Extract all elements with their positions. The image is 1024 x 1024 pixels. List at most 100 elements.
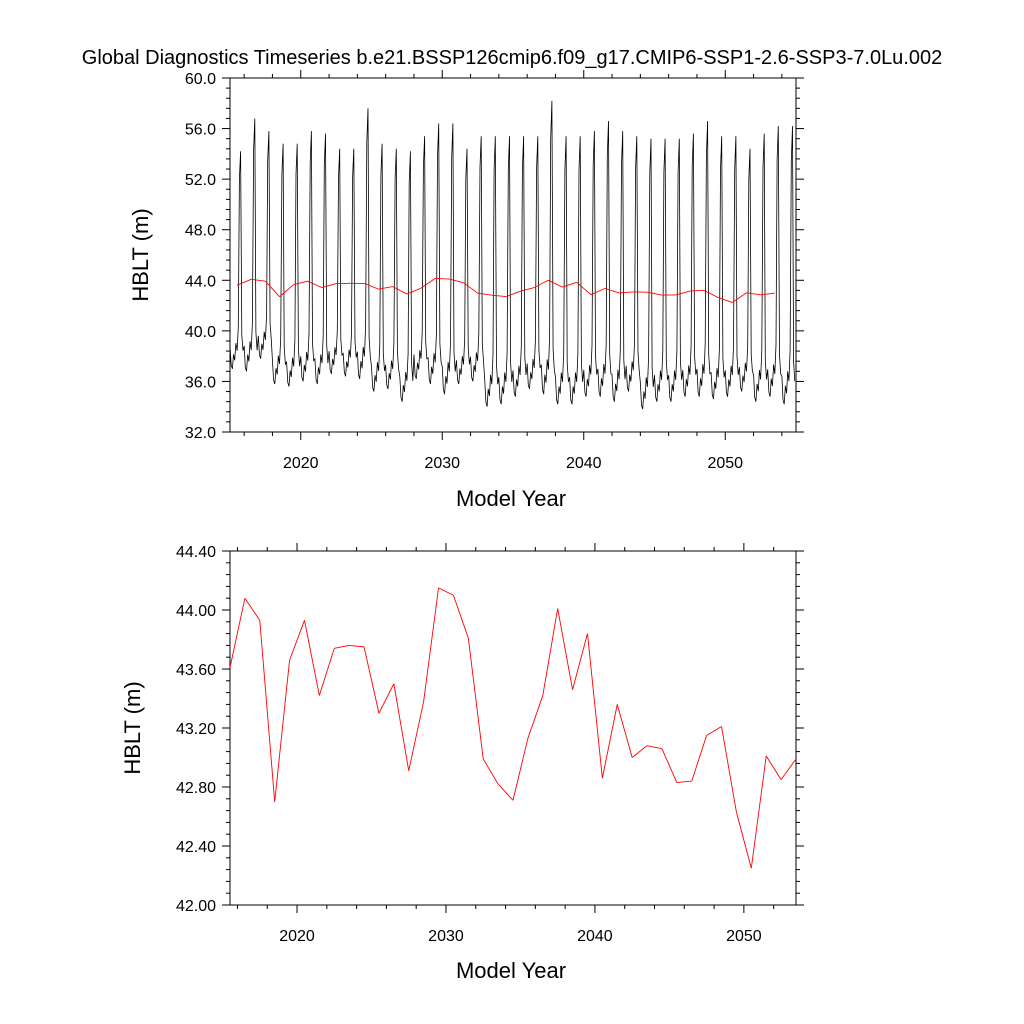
annual-line-segment — [780, 758, 797, 780]
annual-line-segment — [420, 278, 436, 289]
annual-line-segment — [576, 281, 592, 296]
annual-line-segment — [435, 277, 450, 280]
x-tick-label: 2020 — [283, 455, 319, 472]
annual-line-segment — [392, 286, 408, 295]
figure-title: Global Diagnostics Timeseries b.e21.BSSP… — [82, 47, 942, 69]
annual-line-segment — [334, 644, 350, 649]
annual-line-segment — [289, 620, 305, 661]
annual-line-segment — [746, 292, 761, 296]
y-tick-label: 32.0 — [185, 425, 216, 442]
bottom-y-axis-label: HBLT (m) — [120, 681, 145, 774]
y-tick-label: 40.0 — [185, 324, 216, 341]
annual-line-segment — [274, 660, 291, 802]
bottom-x-axis-label: Model Year — [456, 958, 566, 983]
annual-line-segment — [732, 292, 747, 303]
annual-line-segment — [265, 280, 280, 298]
annual-line-segment — [706, 726, 722, 736]
y-tick-label: 43.20 — [176, 721, 216, 738]
annual-line-segment — [689, 289, 705, 292]
y-tick-label: 42.40 — [176, 839, 216, 856]
annual-line-segment — [590, 287, 606, 296]
annual-line-segment — [604, 287, 620, 294]
annual-line-segment — [423, 587, 439, 702]
annual-line-segment — [542, 608, 559, 696]
annual-line-segment — [449, 278, 464, 284]
x-tick-label: 2050 — [726, 928, 762, 945]
y-tick-label: 44.00 — [176, 603, 216, 620]
annual-line-segment — [675, 290, 690, 296]
annual-line-segment — [363, 646, 380, 714]
bottom-x-tick-labels: 2020 2030 2040 2050 — [279, 928, 762, 945]
x-tick-label: 2050 — [707, 455, 743, 472]
top-panel: 32.0 36.0 40.0 44.0 48.0 52.0 56.0 60.0 2020 203… — [128, 70, 804, 511]
annual-line-segment — [378, 286, 393, 290]
annual-line-segment — [735, 811, 752, 869]
y-tick-label: 42.80 — [176, 780, 216, 797]
top-plot-frame — [229, 77, 797, 433]
y-tick-label: 42.00 — [176, 898, 216, 915]
annual-line-segment — [393, 683, 410, 771]
top-x-axis-label: Model Year — [456, 486, 566, 511]
y-tick-label: 48.0 — [185, 223, 216, 240]
annual-line-segment — [452, 595, 469, 639]
y-tick-label: 52.0 — [185, 172, 216, 189]
x-tick-label: 2040 — [566, 455, 602, 472]
annual-line-segment — [321, 283, 337, 289]
annual-line-segment — [304, 620, 320, 696]
x-tick-label: 2030 — [428, 928, 464, 945]
bottom-panel: 42.00 42.40 42.80 43.20 43.60 44.00 44.40 2020… — [120, 543, 804, 983]
annual-line-segment — [512, 738, 529, 801]
annual-line-segment — [703, 289, 719, 299]
bottom-plot-frame — [229, 550, 797, 906]
annual-line-segment — [572, 633, 588, 690]
annual-line-segment — [349, 644, 365, 648]
annual-line-segment — [619, 291, 634, 294]
y-tick-label: 36.0 — [185, 374, 216, 391]
annual-line-segment — [676, 780, 692, 784]
annual-line-segment — [236, 278, 252, 286]
annual-line-segment — [378, 683, 395, 714]
annual-line-segment — [750, 755, 767, 869]
annual-line-segment — [408, 701, 425, 771]
annual-line-segment — [587, 633, 603, 779]
annual-line-segment — [251, 278, 266, 282]
annual-line-segment — [646, 745, 663, 750]
bottom-annual-series — [229, 587, 797, 869]
annual-line-segment — [661, 748, 678, 783]
annual-line-segment — [244, 597, 261, 621]
annual-line-segment — [293, 280, 308, 286]
annual-line-segment — [482, 758, 499, 785]
top-annual-series — [236, 277, 775, 303]
x-tick-label: 2030 — [424, 455, 460, 472]
annual-line-segment — [505, 290, 521, 298]
y-tick-label: 44.0 — [185, 273, 216, 290]
annual-line-segment — [477, 292, 492, 296]
annual-line-segment — [463, 282, 478, 294]
annual-line-segment — [318, 648, 335, 696]
annual-line-segment — [467, 637, 484, 760]
bottom-y-tick-labels: 42.00 42.40 42.80 43.20 43.60 44.00 44.40 — [176, 544, 216, 915]
annual-line-segment — [259, 620, 276, 802]
y-tick-label: 43.60 — [176, 662, 216, 679]
x-tick-label: 2040 — [577, 928, 613, 945]
top-x-tick-labels: 2020 2030 2040 2050 — [283, 455, 743, 472]
annual-line-segment — [721, 726, 737, 813]
annual-line-segment — [631, 745, 648, 758]
annual-line-segment — [601, 704, 618, 779]
annual-line-segment — [519, 287, 535, 292]
bottom-ticks — [222, 543, 804, 913]
y-tick-label: 44.40 — [176, 544, 216, 561]
top-ticks — [222, 70, 804, 440]
annual-line-segment — [647, 291, 662, 296]
annual-line-segment — [557, 608, 574, 690]
annual-line-segment — [491, 294, 506, 298]
annual-line-segment — [406, 287, 422, 295]
annual-line-segment — [497, 783, 514, 801]
annual-line-segment — [438, 587, 454, 596]
y-tick-label: 60.0 — [185, 71, 216, 88]
annual-line-segment — [760, 292, 775, 296]
annual-line-segment — [548, 279, 563, 288]
annual-line-segment — [691, 735, 708, 782]
annual-line-segment — [718, 297, 733, 303]
